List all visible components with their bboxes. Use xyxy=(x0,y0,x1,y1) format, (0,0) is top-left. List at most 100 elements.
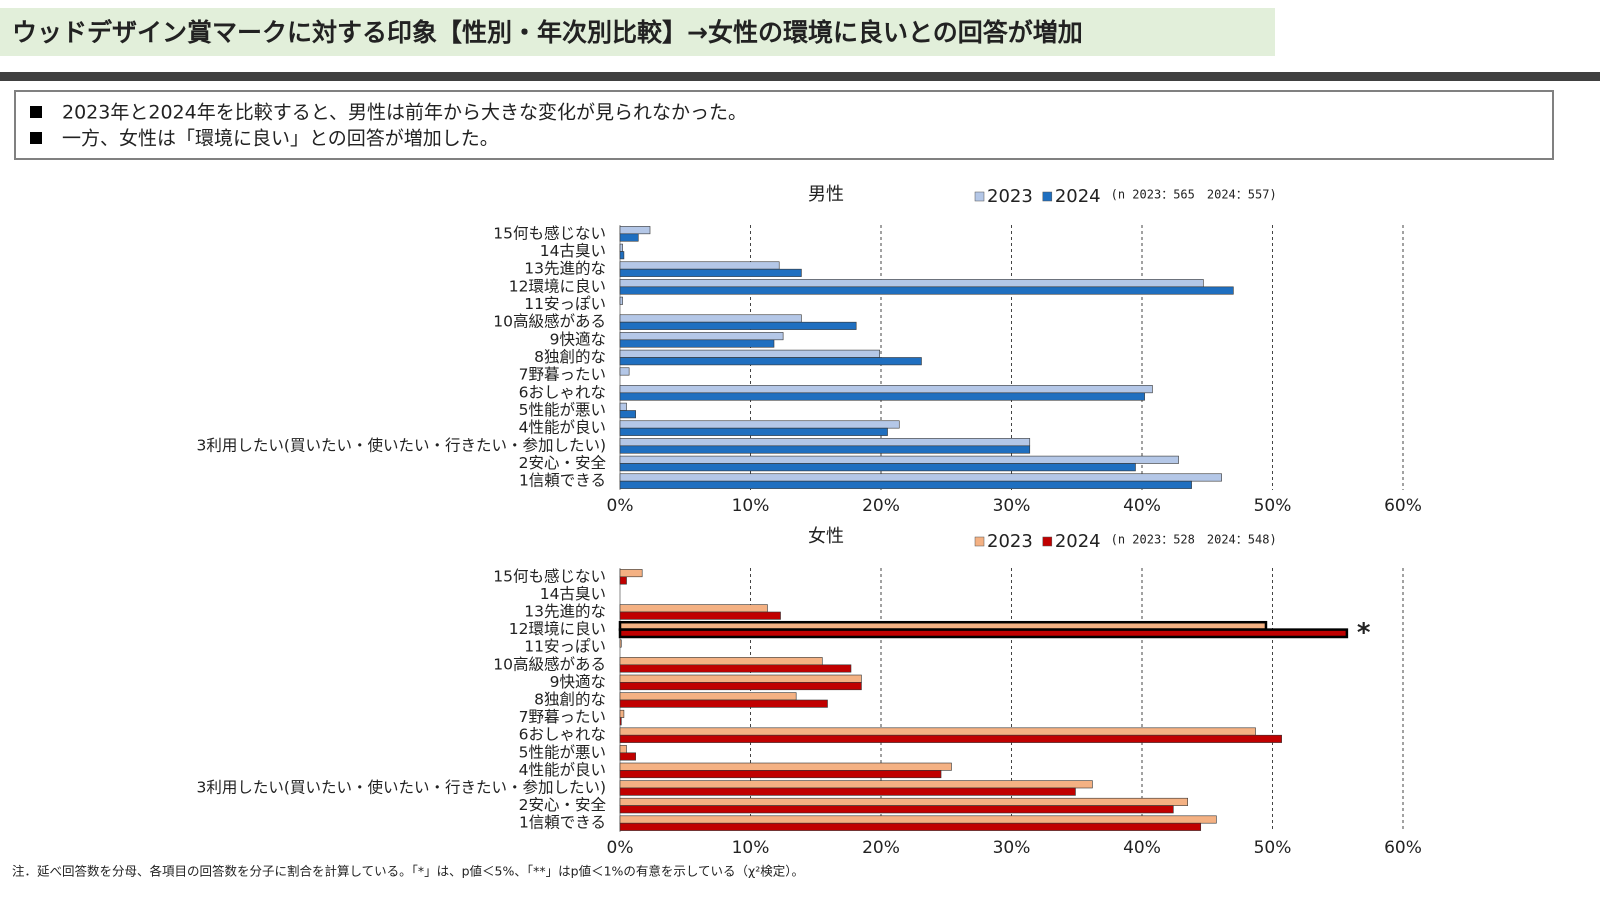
legend-swatch xyxy=(974,191,985,202)
bar xyxy=(619,445,1031,454)
x-tick-label: 20% xyxy=(862,496,900,516)
bar xyxy=(619,463,1136,472)
y-tick-label: 1信頼できる xyxy=(519,472,606,490)
legend-label: 2023 xyxy=(987,186,1033,207)
y-tick-label: 12環境に良い xyxy=(509,619,606,638)
chart-title: 男性 xyxy=(808,184,844,205)
legend-swatch xyxy=(1042,536,1053,547)
y-tick-label: 6おしゃれな xyxy=(519,383,606,401)
bar xyxy=(619,357,922,366)
y-tick-label: 3利用したい(買いたい・使いたい・行きたい・参加したい) xyxy=(197,436,606,454)
bar xyxy=(619,639,622,648)
bar xyxy=(619,657,823,666)
y-tick-label: 3利用したい(買いたい・使いたい・行きたい・参加したい) xyxy=(197,779,606,797)
bar xyxy=(619,611,781,620)
y-tick-label: 8独創的な xyxy=(534,691,606,709)
bar xyxy=(619,251,625,260)
y-tick-label: 1信頼できる xyxy=(519,814,606,832)
legend-swatch xyxy=(1042,191,1053,202)
bar xyxy=(619,402,627,411)
y-tick-label: 8独創的な xyxy=(534,348,606,366)
bullet-text: 一方、女性は「環境に良い」との回答が増加した。 xyxy=(62,128,499,150)
legend-swatch xyxy=(974,536,985,547)
bar xyxy=(619,268,802,277)
x-tick-label: 50% xyxy=(1254,496,1292,516)
bar xyxy=(619,392,1145,401)
slide-title: ウッドデザイン賞マークに対する印象【性別・年次別比較】→女性の環境に良いとの回答… xyxy=(12,18,1083,47)
y-tick-label: 2安心・安全 xyxy=(519,796,607,814)
bar xyxy=(619,367,630,376)
bar xyxy=(619,296,623,305)
footnote: 注．延べ回答数を分母、各項目の回答数を分子に割合を計算している。「*」は、p値＜… xyxy=(12,864,804,879)
bar xyxy=(619,385,1153,394)
y-tick-label: 7野暮ったい xyxy=(519,708,606,726)
x-tick-label: 10% xyxy=(732,838,770,858)
bar xyxy=(619,339,775,348)
bar xyxy=(619,226,651,235)
bar xyxy=(619,279,1204,288)
bar xyxy=(619,349,880,358)
bar xyxy=(618,628,1349,639)
y-tick-label: 13先進的な xyxy=(524,260,606,278)
bar xyxy=(619,727,1256,736)
bar xyxy=(619,709,625,718)
y-tick-label: 5性能が悪い xyxy=(519,743,606,761)
bar xyxy=(619,261,780,270)
bar xyxy=(619,805,1174,814)
y-tick-label: 6おしゃれな xyxy=(519,726,606,744)
bar xyxy=(619,321,857,330)
bar xyxy=(619,410,636,419)
bar xyxy=(619,455,1179,464)
bar xyxy=(619,576,627,585)
bar xyxy=(619,682,862,691)
x-tick-label: 60% xyxy=(1384,838,1422,858)
x-tick-label: 30% xyxy=(993,838,1031,858)
bar xyxy=(619,233,639,242)
bar xyxy=(619,762,952,771)
bar xyxy=(619,745,627,754)
x-tick-label: 30% xyxy=(993,496,1031,516)
chart-title: 女性 xyxy=(808,526,844,547)
x-tick-label: 40% xyxy=(1123,496,1161,516)
legend-label: 2024 xyxy=(1055,531,1101,552)
bar xyxy=(619,473,1222,482)
bar xyxy=(619,427,888,436)
title-band xyxy=(0,8,1275,56)
y-tick-label: 4性能が良い xyxy=(519,761,606,779)
bar xyxy=(619,717,622,726)
y-tick-label: 5性能が悪い xyxy=(519,401,606,419)
x-tick-label: 50% xyxy=(1254,838,1292,858)
bar xyxy=(619,787,1076,796)
sample-note: (n 2023：565 2024：557) xyxy=(1111,188,1277,202)
y-tick-label: 14古臭い xyxy=(540,242,606,260)
y-tick-label: 11安っぽい xyxy=(524,638,606,656)
summary-box xyxy=(14,90,1554,160)
y-tick-label: 13先進的な xyxy=(524,603,606,621)
bar xyxy=(619,438,1031,447)
bar xyxy=(619,752,636,761)
bullet-icon xyxy=(30,106,42,118)
bar xyxy=(619,815,1217,824)
y-tick-label: 10高級感がある xyxy=(493,313,606,331)
bar xyxy=(619,699,828,708)
y-tick-label: 14古臭い xyxy=(540,585,606,603)
x-tick-label: 0% xyxy=(607,838,634,858)
significance-mark: * xyxy=(1357,618,1371,648)
y-tick-label: 10高級感がある xyxy=(493,655,606,673)
bar xyxy=(619,314,802,323)
bar xyxy=(619,770,942,779)
y-tick-label: 7野暮ったい xyxy=(519,366,606,384)
y-tick-label: 15何も感じない xyxy=(493,224,606,242)
divider xyxy=(0,72,1600,81)
x-tick-label: 40% xyxy=(1123,838,1161,858)
x-tick-label: 0% xyxy=(607,496,634,516)
y-tick-label: 12環境に良い xyxy=(509,276,606,295)
bar xyxy=(619,332,784,341)
y-tick-label: 11安っぽい xyxy=(524,295,606,313)
y-tick-label: 2安心・安全 xyxy=(519,454,607,472)
x-tick-label: 10% xyxy=(732,496,770,516)
bar xyxy=(619,569,643,578)
bar xyxy=(619,822,1202,831)
